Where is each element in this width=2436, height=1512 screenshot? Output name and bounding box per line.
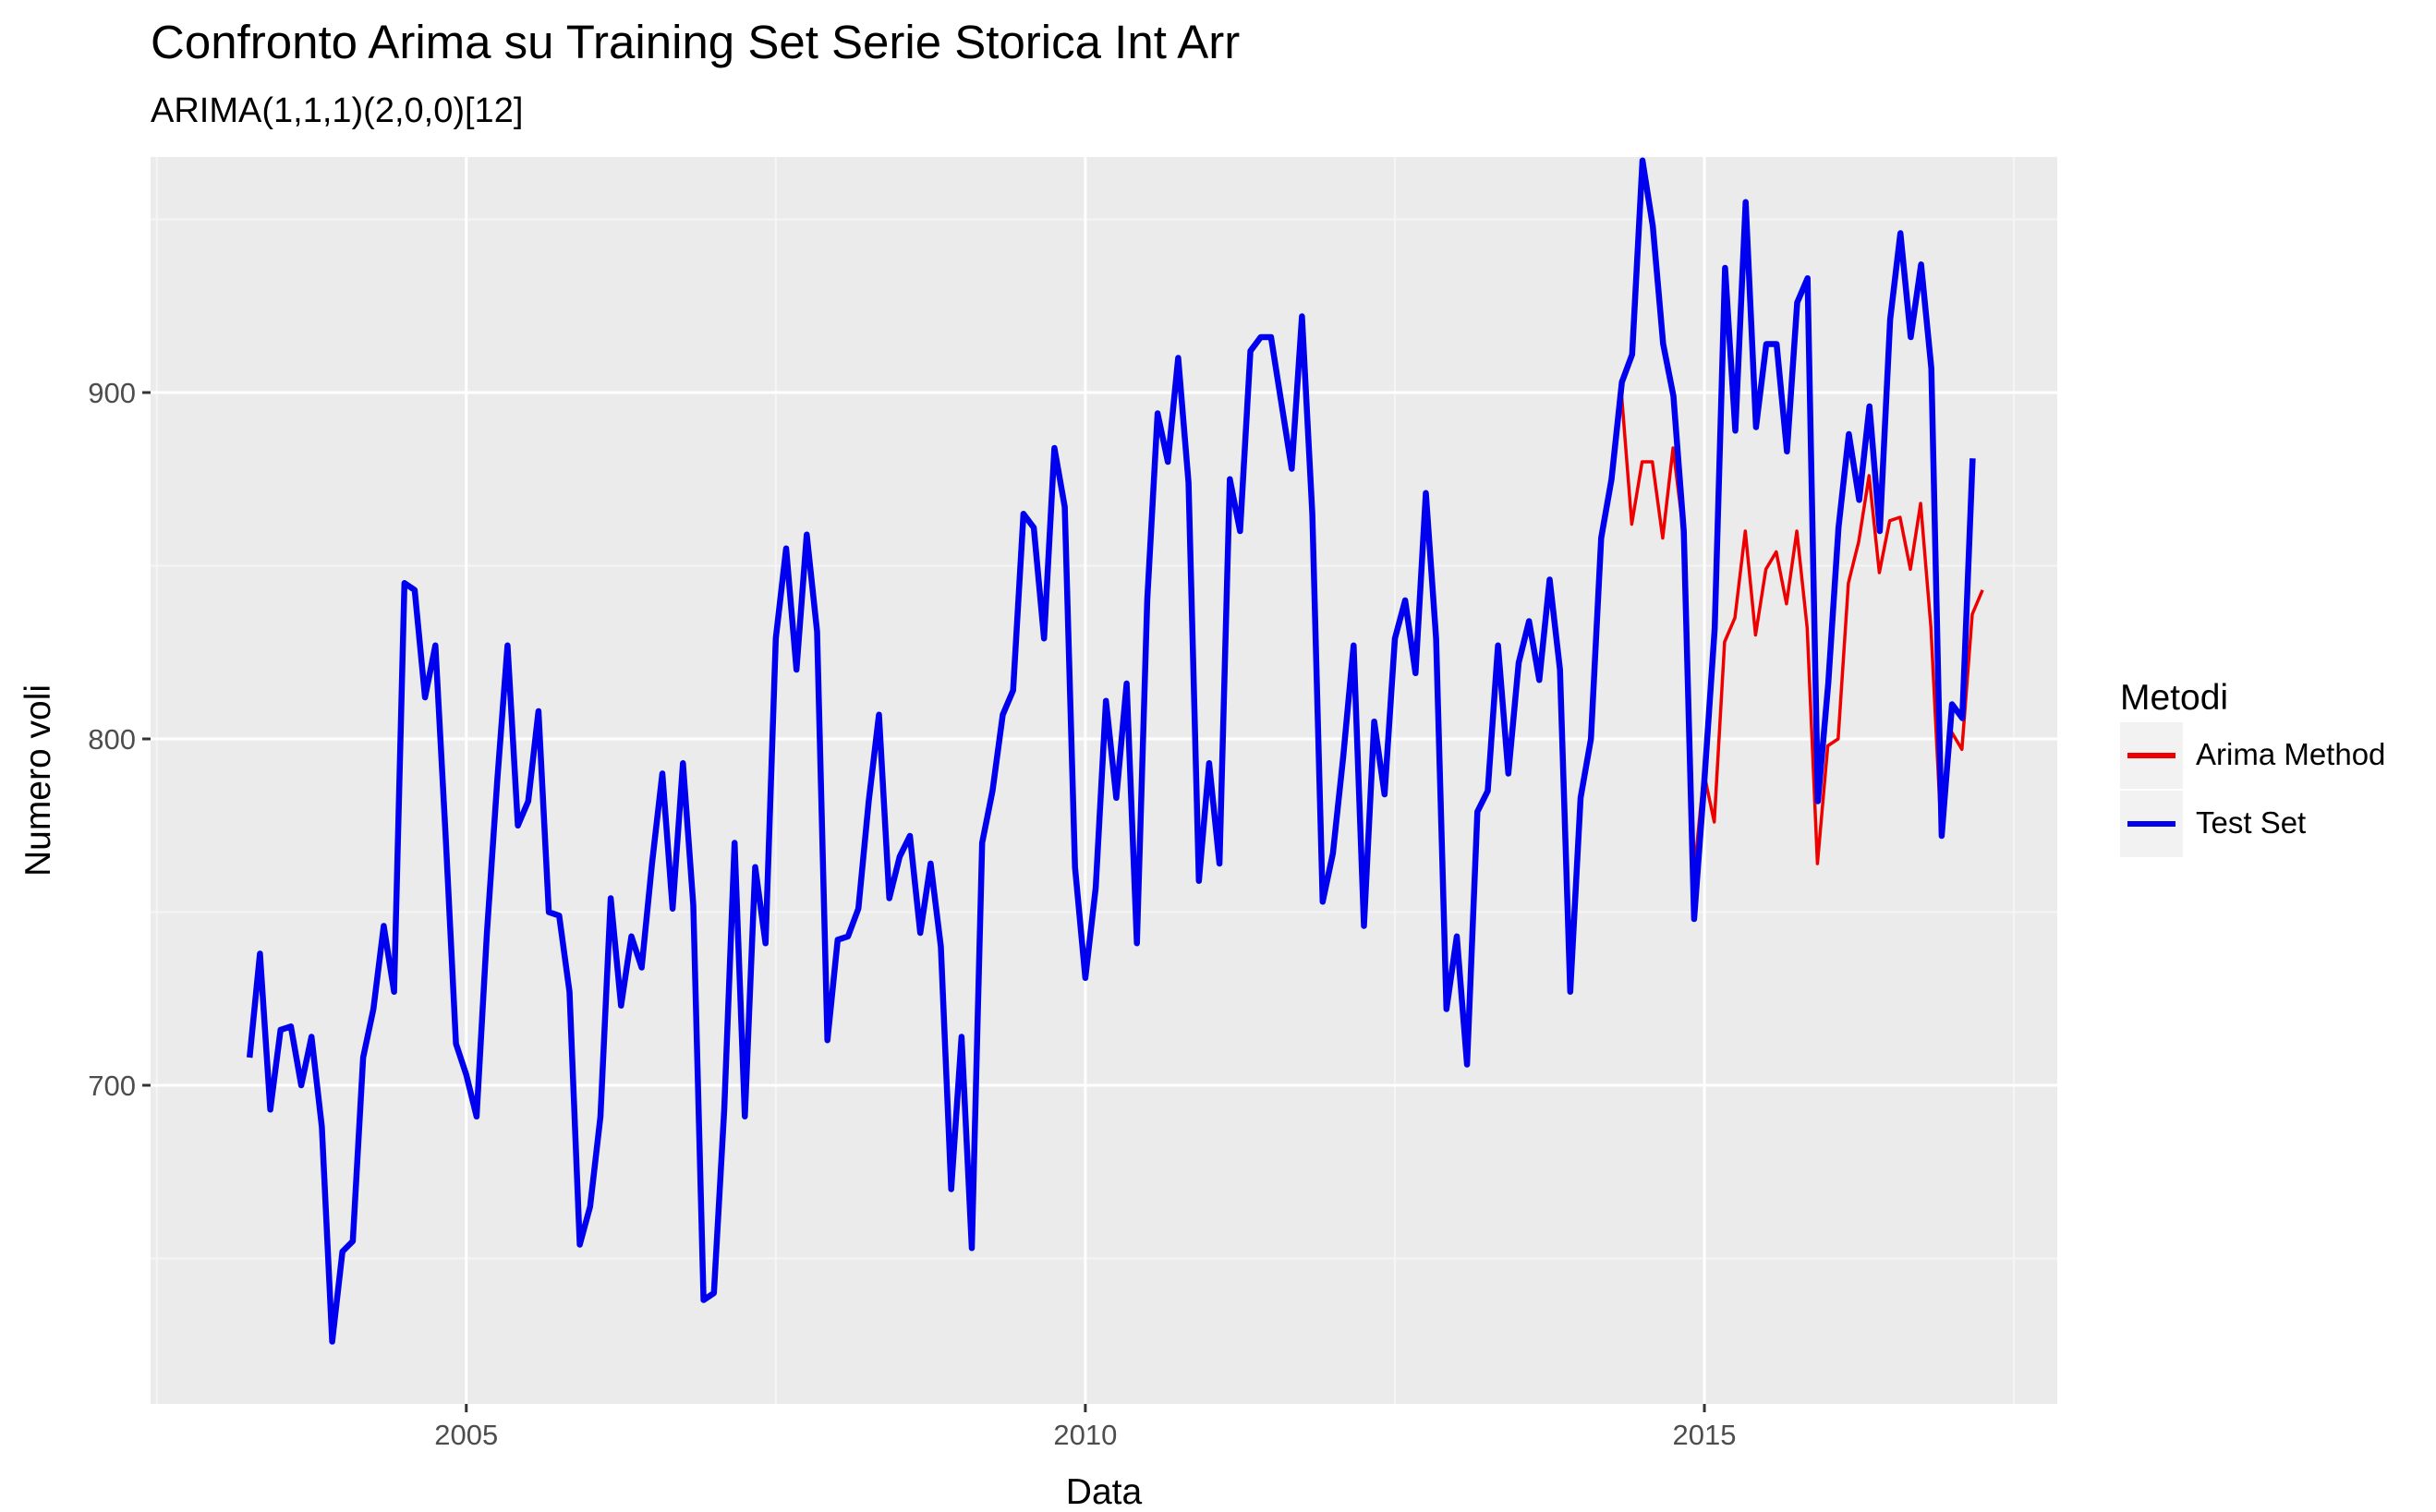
- y-tick-label-900: 900: [88, 377, 136, 409]
- legend-item-arima-method: Arima Method: [2120, 722, 2385, 789]
- y-axis-title: Numero voli: [18, 684, 58, 877]
- legend-label-arima-method: Arima Method: [2196, 737, 2386, 771]
- x-tick-label-2010: 2010: [1053, 1419, 1117, 1451]
- legend-key-test-set: [2120, 791, 2183, 857]
- chart-subtitle: ARIMA(1,1,1)(2,0,0)[12]: [151, 91, 524, 130]
- x-tick-label-2005: 2005: [434, 1419, 498, 1451]
- grid-minor: [151, 157, 2057, 1404]
- ticks-layer: 2005 2010 2015 700 800 900: [88, 377, 1736, 1451]
- legend-key-arima-method: [2120, 722, 2183, 789]
- x-axis-title: Data: [1066, 1472, 1143, 1512]
- legend: Metodi Arima Method Test Set: [2120, 676, 2385, 857]
- legend-item-test-set: Test Set: [2120, 791, 2306, 857]
- y-tick-label-700: 700: [88, 1070, 136, 1102]
- y-tick-label-800: 800: [88, 723, 136, 756]
- legend-swatch-arima-method: [2127, 753, 2175, 758]
- chart-title: Confronto Arima su Training Set Serie St…: [151, 16, 1241, 68]
- legend-swatch-test-set: [2127, 821, 2175, 827]
- series-layer: [246, 157, 1984, 1345]
- x-tick-label-2015: 2015: [1673, 1419, 1737, 1451]
- legend-label-test-set: Test Set: [2196, 805, 2307, 840]
- legend-title: Metodi: [2120, 678, 2229, 718]
- series-line-test-set: [246, 157, 1976, 1345]
